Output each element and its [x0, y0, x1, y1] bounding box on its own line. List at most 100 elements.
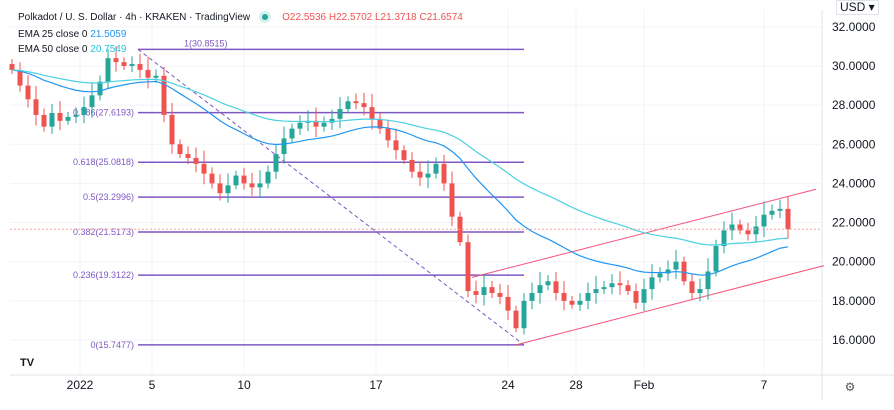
candle-body: [681, 261, 687, 282]
candle-body: [177, 144, 183, 155]
candle-body: [633, 291, 639, 303]
candle-body: [17, 69, 23, 86]
candle-body: [105, 58, 111, 82]
candle-body: [737, 224, 743, 231]
candle-body: [329, 118, 335, 123]
price-tick-label: 24.0000: [832, 176, 876, 190]
candle-body: [489, 287, 495, 294]
candle-body: [513, 310, 519, 329]
candle-body: [569, 300, 575, 305]
candle-body: [409, 159, 415, 172]
ohlc-values: O22.5536 H22.5702 L21.3718 C21.6574: [282, 12, 463, 23]
price-tick-label: 18.0000: [832, 294, 876, 308]
candle-body: [201, 163, 207, 174]
candle-body: [113, 58, 119, 63]
candle-body: [529, 293, 535, 301]
candle-body: [657, 273, 663, 278]
ema50-legend[interactable]: EMA 50 close 0 20.7549: [18, 44, 126, 56]
candle-body: [385, 128, 391, 141]
candle-body: [129, 64, 135, 66]
candle-body: [49, 112, 55, 127]
time-tick-label: 10: [237, 378, 251, 392]
candle-body: [217, 183, 223, 194]
candle-body: [153, 75, 159, 78]
candle-body: [289, 128, 295, 139]
candle-body: [689, 281, 695, 294]
candle-body: [185, 154, 191, 158]
candle-body: [481, 287, 487, 295]
candle-body: [553, 281, 559, 294]
fib-level-label: 0.786(27.6193): [73, 108, 134, 118]
candle-body: [25, 85, 31, 100]
candle-body: [249, 183, 255, 188]
fib-level-label: 0.382(21.5173): [73, 227, 134, 237]
fib-level-label: 0.236(19.3122): [73, 270, 134, 280]
candle-body: [297, 122, 303, 129]
candle-body: [785, 208, 791, 230]
candle-body: [233, 175, 239, 186]
candle-body: [497, 293, 503, 297]
candle-body: [777, 208, 783, 211]
candle-body: [57, 112, 63, 121]
fib-level-label: 0.618(25.0818): [73, 157, 134, 167]
settings-gear-icon[interactable]: ⚙: [845, 380, 856, 394]
candle-body: [121, 62, 127, 66]
candle-body: [593, 289, 599, 294]
candle-body: [745, 230, 751, 235]
candle-body: [729, 224, 735, 231]
time-tick-label: 24: [501, 378, 515, 392]
time-tick-label: Feb: [634, 378, 655, 392]
candle-body: [81, 107, 87, 115]
candle-body: [161, 75, 167, 115]
ema25-line: [11, 69, 789, 276]
currency-button[interactable]: USD ▾: [836, 0, 879, 15]
candle-body: [137, 64, 143, 70]
time-tick-label: 7: [761, 378, 768, 392]
price-tick-label: 28.0000: [832, 98, 876, 112]
candle-body: [769, 210, 775, 215]
candle-body: [193, 157, 199, 164]
candle-body: [761, 214, 767, 227]
candle-body: [545, 281, 551, 286]
price-tick-label: 32.0000: [832, 20, 876, 34]
ema50-value: 20.7549: [90, 44, 127, 55]
candle-body: [433, 163, 439, 174]
price-tick-label: 22.0000: [832, 216, 876, 230]
candle-body: [521, 300, 527, 329]
candle-body: [649, 277, 655, 290]
ema25-value: 21.5059: [90, 29, 127, 40]
candle-body: [313, 120, 319, 127]
candle-body: [209, 173, 215, 184]
price-tick-label: 20.0000: [832, 255, 876, 269]
candle-body: [393, 140, 399, 151]
candle-body: [265, 171, 271, 184]
channel-upper-line: [471, 188, 817, 278]
ema50-label: EMA 50 close 0: [18, 44, 88, 55]
candle-body: [609, 283, 615, 288]
candle-body: [89, 95, 95, 108]
candle-body: [273, 154, 279, 172]
fib-level-label: 0(15.7477): [90, 340, 134, 350]
candle-body: [641, 289, 647, 303]
candle-body: [617, 283, 623, 286]
candle-body: [561, 293, 567, 301]
candle-body: [65, 116, 71, 121]
time-tick-label: 17: [369, 378, 383, 392]
candle-body: [665, 269, 671, 274]
chart-legend: Polkadot / U. S. Dollar · 4h · KRAKEN · …: [18, 12, 463, 24]
ema25-legend[interactable]: EMA 25 close 0 21.5059: [18, 29, 126, 41]
candle-body: [625, 285, 631, 292]
candle-body: [321, 122, 327, 127]
candle-body: [345, 101, 351, 110]
candle-body: [505, 296, 511, 311]
time-tick-label: 5: [149, 378, 156, 392]
candle-body: [73, 114, 79, 117]
symbol-title: Polkadot / U. S. Dollar · 4h · KRAKEN · …: [18, 12, 251, 23]
ema50-line: [11, 69, 789, 246]
candle-body: [425, 173, 431, 178]
candle-body: [257, 183, 263, 188]
tradingview-logo-icon: TV: [20, 357, 35, 369]
candle-body: [401, 150, 407, 160]
